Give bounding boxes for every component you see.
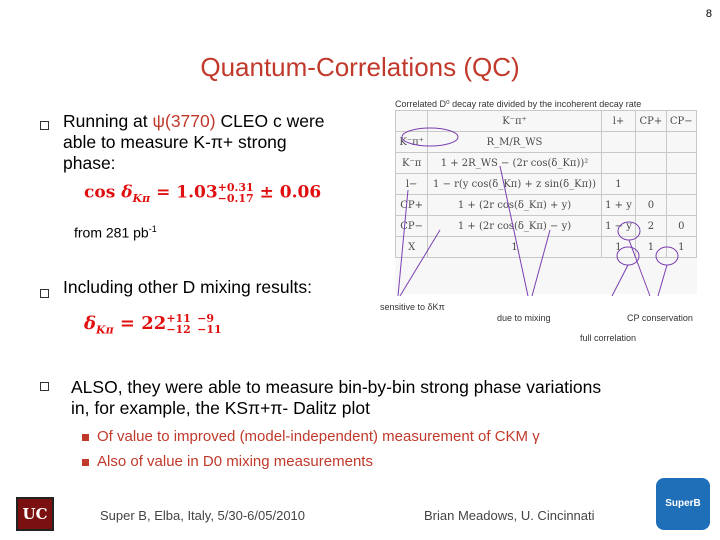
highlight-ellipse: [617, 221, 641, 241]
page-number: 8: [705, 8, 712, 20]
footer-conference: Super B, Elba, Italy, 5/30-6/05/2010: [100, 508, 306, 523]
footer-author: Brian Meadows, U. Cincinnati: [424, 508, 595, 523]
sub-bullet: Also of value in D0 mixing measurements: [82, 453, 373, 470]
luminosity-note: from 281 pb-1: [74, 224, 157, 241]
university-logo-icon: UC: [16, 497, 54, 531]
annotation-arrows: [397, 127, 679, 297]
psi-resonance: ψ(3770): [152, 111, 216, 131]
highlight-ellipse: [401, 127, 459, 147]
bullet-marker: [40, 121, 49, 130]
table-cell: 0: [665, 215, 698, 237]
arrow-line: [657, 264, 668, 297]
bullet-3-text: ALSO, they were able to measure bin-by-b…: [71, 377, 602, 418]
arrow-line: [399, 229, 441, 297]
arrow-line: [628, 239, 651, 297]
bullet-marker: [40, 382, 49, 391]
table-cell: 1: [635, 236, 667, 258]
square-bullet-icon: [82, 433, 89, 441]
cos-delta-formula: cos δKπ = 1.03+0.31 −0.17 ± 0.06: [84, 181, 322, 205]
correlation-table: K⁻π⁺ l+ CP+ CP− K⁻π⁺ R_M/R_WS K⁻π 1 + 2R…: [394, 110, 698, 258]
bullet-1-text: Running at ψ(3770) CLEO c were able to m…: [63, 111, 325, 173]
label-cp-conservation: CP conservation: [627, 313, 693, 323]
table-cell: CP+: [394, 194, 429, 216]
sub-bullet: Of value to improved (model-independent)…: [82, 428, 540, 445]
arrow-line: [397, 189, 409, 297]
correlation-table-panel: K⁻π⁺ l+ CP+ CP− K⁻π⁺ R_M/R_WS K⁻π 1 + 2R…: [394, 110, 698, 294]
table-cell: 1: [600, 236, 637, 258]
bullet-marker: [40, 289, 49, 298]
table-cell: 1: [665, 236, 698, 258]
square-bullet-icon: [82, 458, 89, 466]
label-mixing: due to mixing: [497, 313, 551, 323]
label-full-correlation: full correlation: [580, 333, 637, 343]
delta-formula: δKπ = 22+11 −12 −9 −11: [84, 312, 222, 337]
superb-logo-icon: SuperB: [656, 478, 710, 530]
arrow-line: [531, 229, 551, 297]
highlight-ellipse: [655, 246, 679, 266]
slide-title: Quantum-Correlations (QC): [200, 52, 520, 82]
table-cell: 1: [427, 236, 602, 258]
arrow-line: [499, 165, 529, 297]
figure-caption: Correlated D⁰ decay rate divided by the …: [395, 99, 642, 109]
label-sensitive: sensitive to δKπ: [380, 302, 445, 312]
table-cell: 1 + y: [600, 194, 637, 216]
highlight-ellipse: [616, 246, 640, 266]
bullet-2-text: Including other D mixing results:: [63, 277, 312, 297]
arrow-line: [611, 264, 629, 297]
